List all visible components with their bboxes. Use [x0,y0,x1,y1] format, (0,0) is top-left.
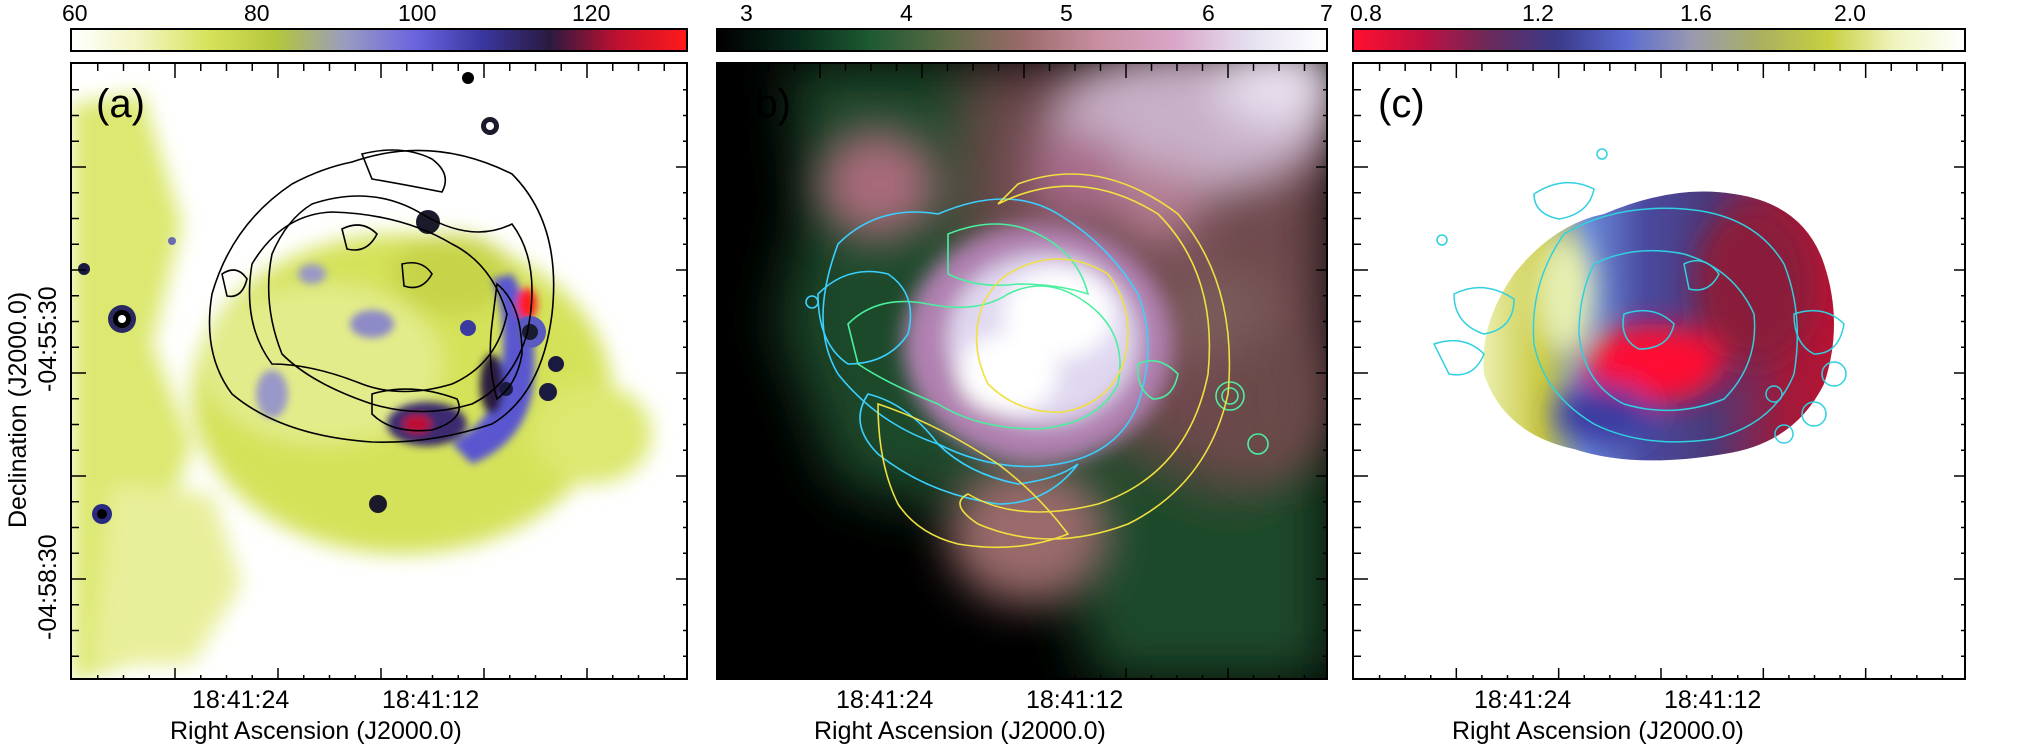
colorbar-c-tick: 1.2 [1522,0,1554,26]
ra-tick-c: 18:41:24 [1474,686,1572,714]
ra-tick-a: 18:41:12 [382,686,480,714]
panel-a: 60 80 100 120 [62,0,690,751]
colorbar-a-tick: 100 [398,0,437,26]
colorbar-a-tick: 80 [244,0,270,26]
colorbar-a-tick: 60 [62,0,88,26]
colorbar-b-labels: 3 4 5 6 7 [716,0,1336,28]
contours-b [805,173,1269,549]
colorbar-b [716,28,1328,52]
colorbar-a [70,28,688,52]
colorbar-b-tick: 6 [1202,0,1215,26]
ra-tick-b: 18:41:12 [1026,686,1124,714]
xlabel-a: Right Ascension (J2000.0) [170,717,462,745]
frame-ticks [72,64,686,678]
dec-tick: -04:55:30 [34,286,62,392]
diffuse-emission [72,94,652,678]
frame-ticks [1354,64,1964,678]
map-a [72,64,686,678]
colorbar-c-tick: 0.8 [1350,0,1382,26]
ylabel: Declination (J2000.0) [4,291,32,528]
ra-tick-a: 18:41:24 [192,686,290,714]
map-c [1354,64,1964,678]
panel-label-c: (c) [1378,82,1425,126]
colorbar-b-tick: 5 [1060,0,1073,26]
map-b [718,64,1326,678]
colorbar-c-tick: 2.0 [1834,0,1866,26]
panel-label-b: (b) [742,82,791,126]
image-frame-b: (b) [716,62,1328,680]
xlabel-b: Right Ascension (J2000.0) [814,717,1106,745]
colorbar-c [1352,28,1966,52]
bright-emission [818,64,1326,604]
ra-tick-b: 18:41:24 [836,686,934,714]
colorbar-a-tick: 120 [572,0,611,26]
contours-a [208,149,555,443]
image-frame-a: (a) [70,62,688,680]
colorbar-c-tick: 1.6 [1680,0,1712,26]
colorbar-b-tick: 7 [1320,0,1333,26]
panel-c: 0.8 1.2 1.6 2.0 [1350,0,1972,751]
colorbar-a-labels: 60 80 100 120 [62,0,690,28]
contours-c [1432,148,1847,444]
colorbar-b-tick: 3 [740,0,753,26]
colorbar-b-tick: 4 [900,0,913,26]
ra-tick-c: 18:41:12 [1664,686,1762,714]
colorbar-c-labels: 0.8 1.2 1.6 2.0 [1350,0,1972,28]
panel-label-a: (a) [96,82,145,126]
panel-b: 3 4 5 6 7 [716,0,1336,751]
point-sources [78,72,564,524]
frame-ticks [718,64,1326,678]
xlabel-c: Right Ascension (J2000.0) [1452,717,1744,745]
shell-emission [256,264,537,464]
image-frame-c: (c) [1352,62,1966,680]
dec-tick: -04:58:30 [34,534,62,640]
central-source [903,224,1173,464]
